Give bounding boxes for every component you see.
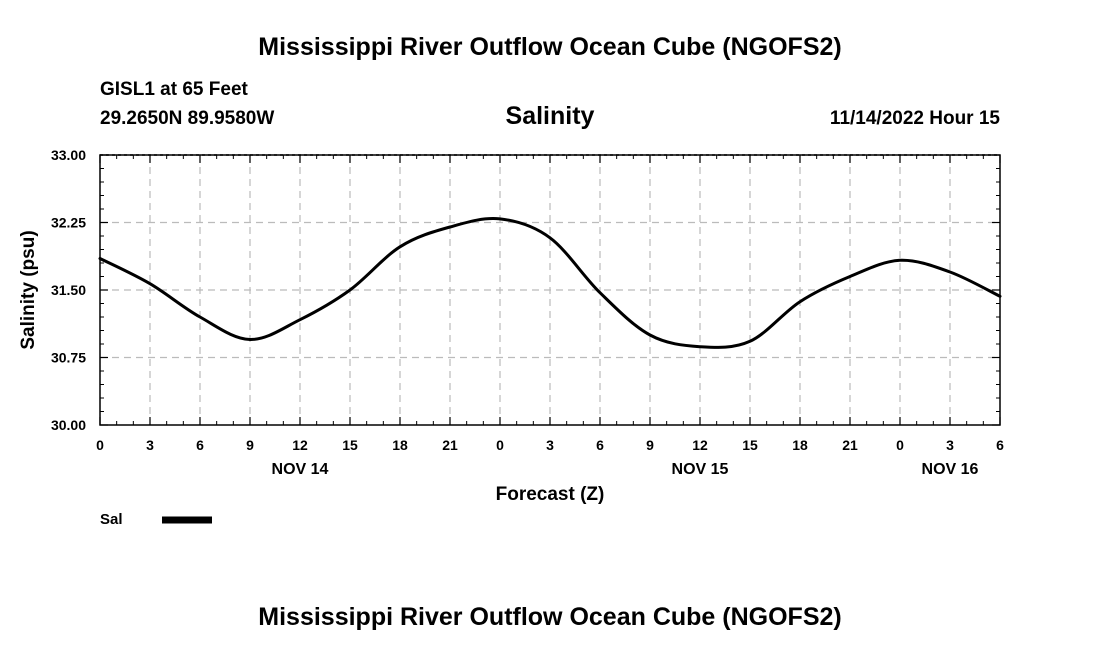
data-point xyxy=(848,275,852,278)
footer-title: Mississippi River Outflow Ocean Cube (NG… xyxy=(258,603,841,631)
x-tick-label: 12 xyxy=(692,437,708,453)
x-tick-label: 0 xyxy=(496,437,504,453)
x-tick-label: 21 xyxy=(442,437,458,453)
chart-title: Salinity xyxy=(506,102,595,130)
x-tick-label: 15 xyxy=(342,437,358,453)
legend-label: Sal xyxy=(100,511,123,528)
x-tick-label: 6 xyxy=(596,437,604,453)
data-point xyxy=(998,295,1002,298)
chart-main-title: Mississippi River Outflow Ocean Cube (NG… xyxy=(258,33,841,61)
grid-lines xyxy=(100,154,1000,425)
x-tick-label: 3 xyxy=(546,437,554,453)
data-point xyxy=(148,282,152,285)
station-coordinates: 29.2650N 89.9580W xyxy=(100,108,274,129)
data-point xyxy=(698,345,702,348)
y-tick-label: 33.00 xyxy=(51,147,86,163)
data-point xyxy=(298,318,302,321)
x-tick-label: 6 xyxy=(196,437,204,453)
x-date-label: NOV 14 xyxy=(272,461,329,478)
x-tick-label: 3 xyxy=(946,437,954,453)
data-point xyxy=(348,288,352,292)
y-axis-tick-labels: 30.00 30.75 31.50 32.25 33.00 xyxy=(51,147,86,433)
data-point xyxy=(548,236,552,239)
data-point xyxy=(598,291,602,294)
x-axis-date-labels: NOV 14 NOV 15 NOV 16 xyxy=(272,461,979,478)
x-tick-label: 15 xyxy=(742,437,758,453)
data-point xyxy=(398,245,402,248)
y-tick-label: 32.25 xyxy=(51,215,86,231)
data-point xyxy=(98,257,102,260)
plot-frame xyxy=(99,154,1001,426)
forecast-timestamp: 11/14/2022 Hour 15 xyxy=(830,108,1000,129)
station-name: GISL1 at 65 Feet xyxy=(100,79,249,100)
data-point xyxy=(898,259,902,262)
data-point xyxy=(748,340,752,343)
x-tick-label: 6 xyxy=(996,437,1004,453)
x-tick-label: 9 xyxy=(246,437,254,453)
x-tick-label: 18 xyxy=(792,437,808,453)
data-point xyxy=(198,315,202,319)
data-point xyxy=(648,333,652,337)
x-tick-label: 0 xyxy=(96,437,104,453)
x-tick-label: 0 xyxy=(896,437,904,453)
data-point xyxy=(798,300,802,303)
y-axis-title: Salinity (psu) xyxy=(18,230,39,349)
data-point xyxy=(448,225,452,229)
x-tick-label: 12 xyxy=(292,437,308,453)
y-tick-label: 30.00 xyxy=(51,417,86,433)
data-point xyxy=(248,338,252,341)
x-tick-label: 18 xyxy=(392,437,408,453)
x-axis-title: Forecast (Z) xyxy=(496,484,605,505)
x-axis-tick-labels: 0 3 6 9 12 15 18 21 0 3 6 9 12 15 18 21 0 3 6 xyxy=(96,437,1004,453)
data-point xyxy=(948,270,952,274)
x-date-label: NOV 15 xyxy=(672,461,729,478)
data-point xyxy=(498,217,502,221)
y-tick-label: 31.50 xyxy=(51,282,86,298)
x-tick-label: 9 xyxy=(646,437,654,453)
x-tick-label: 21 xyxy=(842,437,858,453)
x-date-label: NOV 16 xyxy=(922,461,979,478)
x-tick-label: 3 xyxy=(146,437,154,453)
data-points xyxy=(98,217,1002,348)
y-tick-label: 30.75 xyxy=(51,350,86,366)
